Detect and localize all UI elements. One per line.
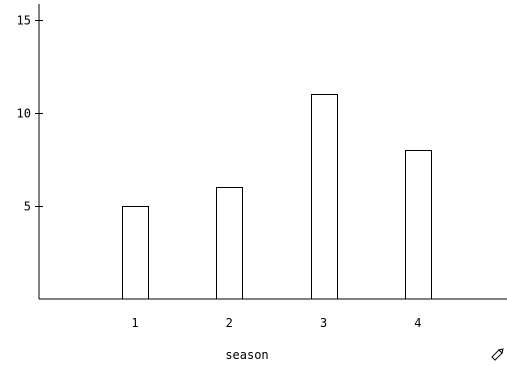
x-tick-label-1: 1	[131, 316, 138, 330]
pencil-icon[interactable]	[491, 347, 505, 361]
bar-4	[405, 150, 432, 300]
bar-1	[122, 206, 149, 300]
plot-area: 5 10 15 1 2 3 4	[17, 4, 507, 330]
bar-3	[311, 94, 338, 300]
y-tick-label-15: 15	[17, 14, 31, 28]
x-axis-title: season	[225, 348, 268, 362]
y-tick-label-10: 10	[17, 107, 31, 121]
x-tick-label-4: 4	[414, 316, 421, 330]
x-tick-label-2: 2	[226, 316, 233, 330]
x-tick-label-3: 3	[320, 316, 327, 330]
bar-2	[216, 187, 243, 300]
y-tick-label-5: 5	[24, 200, 31, 214]
